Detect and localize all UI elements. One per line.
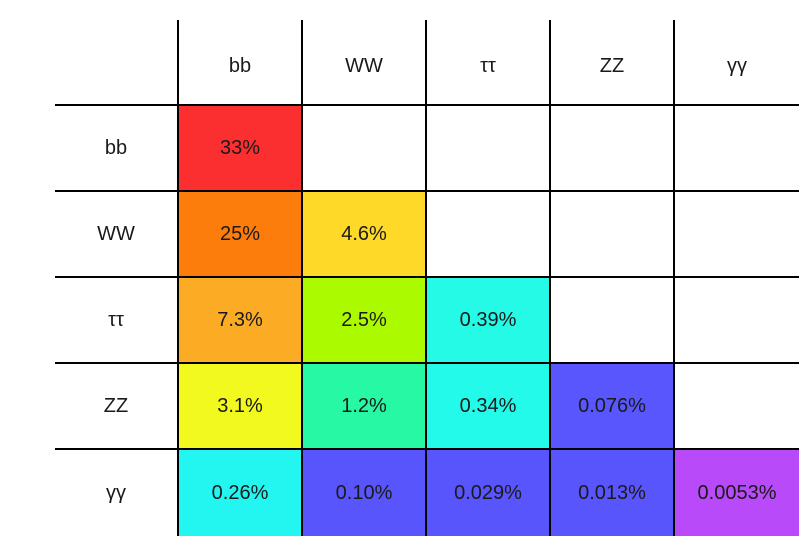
table-cell <box>675 192 799 278</box>
table-cell: 2.5% <box>303 278 427 364</box>
table-cell: 3.1% <box>179 364 303 450</box>
table-cell <box>427 192 551 278</box>
column-header: ττ <box>427 20 551 106</box>
table-cell: 0.39% <box>427 278 551 364</box>
row-header: γγ <box>55 450 179 536</box>
table-cell: 7.3% <box>179 278 303 364</box>
row-header: ττ <box>55 278 179 364</box>
table-cell: 0.10% <box>303 450 427 536</box>
row-header: WW <box>55 192 179 278</box>
table-cell: 4.6% <box>303 192 427 278</box>
table-grid: bb WW ττ ZZ γγ bb 33% WW 25% 4.6% ττ 7.3% 2.5% 0.39% Z… <box>55 20 799 536</box>
table-cell <box>551 192 675 278</box>
table-corner <box>55 20 179 106</box>
table-cell: 33% <box>179 106 303 192</box>
row-header: bb <box>55 106 179 192</box>
table-cell: 0.34% <box>427 364 551 450</box>
column-header: γγ <box>675 20 799 106</box>
table-cell <box>427 106 551 192</box>
table-cell <box>675 278 799 364</box>
column-header: WW <box>303 20 427 106</box>
table-cell <box>675 106 799 192</box>
table-cell: 0.013% <box>551 450 675 536</box>
table-cell: 0.029% <box>427 450 551 536</box>
table-cell: 25% <box>179 192 303 278</box>
table-cell: 1.2% <box>303 364 427 450</box>
row-header: ZZ <box>55 364 179 450</box>
table-cell: 0.26% <box>179 450 303 536</box>
table-cell: 0.076% <box>551 364 675 450</box>
table-cell <box>675 364 799 450</box>
table-cell <box>303 106 427 192</box>
table-cell <box>551 106 675 192</box>
column-header: ZZ <box>551 20 675 106</box>
table-cell <box>551 278 675 364</box>
column-header: bb <box>179 20 303 106</box>
table-cell: 0.0053% <box>675 450 799 536</box>
